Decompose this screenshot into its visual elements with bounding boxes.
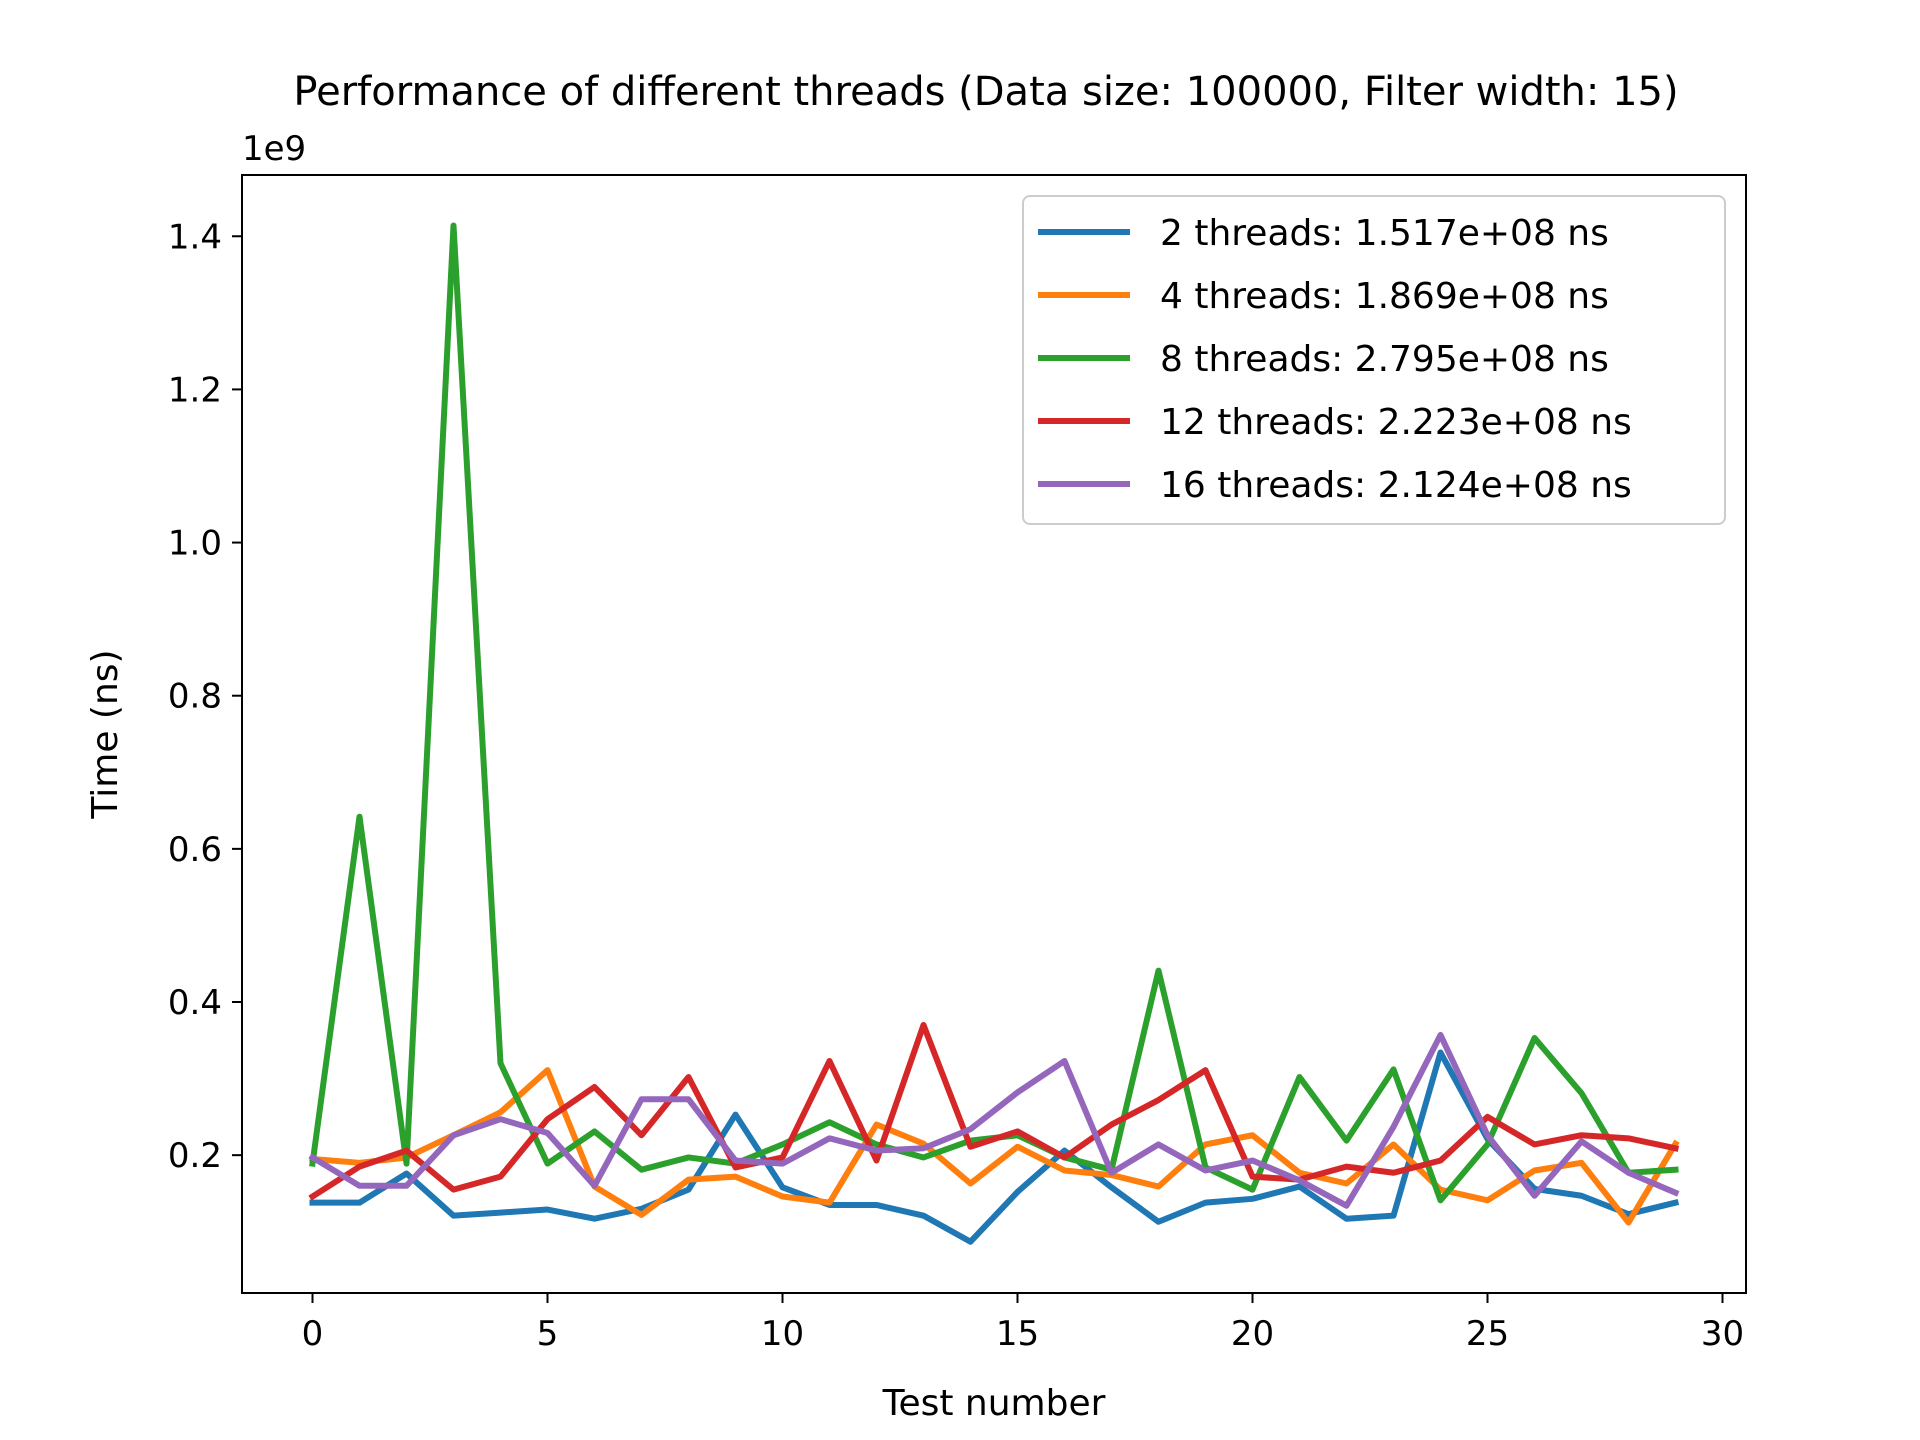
- legend-item: 12 threads: 2.223e+08 ns: [1038, 402, 1632, 443]
- legend-label: 2 threads: 1.517e+08 ns: [1160, 213, 1609, 254]
- y-tick-label: 0.8: [168, 677, 222, 717]
- legend: 2 threads: 1.517e+08 ns 4 threads: 1.869e…: [1022, 195, 1726, 525]
- x-tick-label: 5: [537, 1314, 559, 1354]
- x-tick-label: 10: [761, 1314, 804, 1354]
- y-tick-label: 1.2: [168, 370, 222, 410]
- x-tick-label: 25: [1466, 1314, 1509, 1354]
- legend-label: 8 threads: 2.795e+08 ns: [1160, 339, 1609, 380]
- x-tick-label: 15: [996, 1314, 1039, 1354]
- legend-box: [1022, 195, 1726, 525]
- y-tick-label: 0.4: [168, 983, 222, 1023]
- y-tick-label: 0.6: [168, 830, 222, 870]
- series-4: [308, 1031, 1680, 1209]
- y-tick-label: 1.0: [168, 524, 222, 564]
- legend-label: 12 threads: 2.223e+08 ns: [1160, 402, 1632, 443]
- y-axis-label: Time (ns): [85, 649, 126, 819]
- x-tick-label: 0: [302, 1314, 324, 1354]
- plot-frame: [241, 174, 1747, 1294]
- series-line-0: [309, 1049, 1680, 1245]
- legend-label: 4 threads: 1.869e+08 ns: [1160, 276, 1609, 317]
- series-0: [309, 1049, 1680, 1245]
- y-axis: 0.2 0.4 0.6 0.8 1.0 1.2 1.4: [168, 217, 242, 1176]
- series-layer: [308, 222, 1680, 1245]
- legend-item: 2 threads: 1.517e+08 ns: [1038, 213, 1609, 254]
- y-tick-label: 0.2: [168, 1136, 222, 1176]
- legend-item: 16 threads: 2.124e+08 ns: [1038, 465, 1632, 506]
- x-axis-label: Test number: [882, 1383, 1106, 1424]
- y-axis-offset-label: 1e9: [242, 129, 306, 169]
- series-line-4: [308, 1031, 1680, 1209]
- x-tick-label: 30: [1701, 1314, 1744, 1354]
- legend-label: 16 threads: 2.124e+08 ns: [1160, 465, 1632, 506]
- y-tick-label: 1.4: [168, 217, 222, 257]
- legend-item: 8 threads: 2.795e+08 ns: [1038, 339, 1609, 380]
- x-tick-label: 20: [1231, 1314, 1274, 1354]
- legend-item: 4 threads: 1.869e+08 ns: [1038, 276, 1609, 317]
- x-axis: 0 5 10 15 20 25 30: [302, 1293, 1744, 1354]
- chart-title: Performance of different threads (Data s…: [293, 69, 1678, 115]
